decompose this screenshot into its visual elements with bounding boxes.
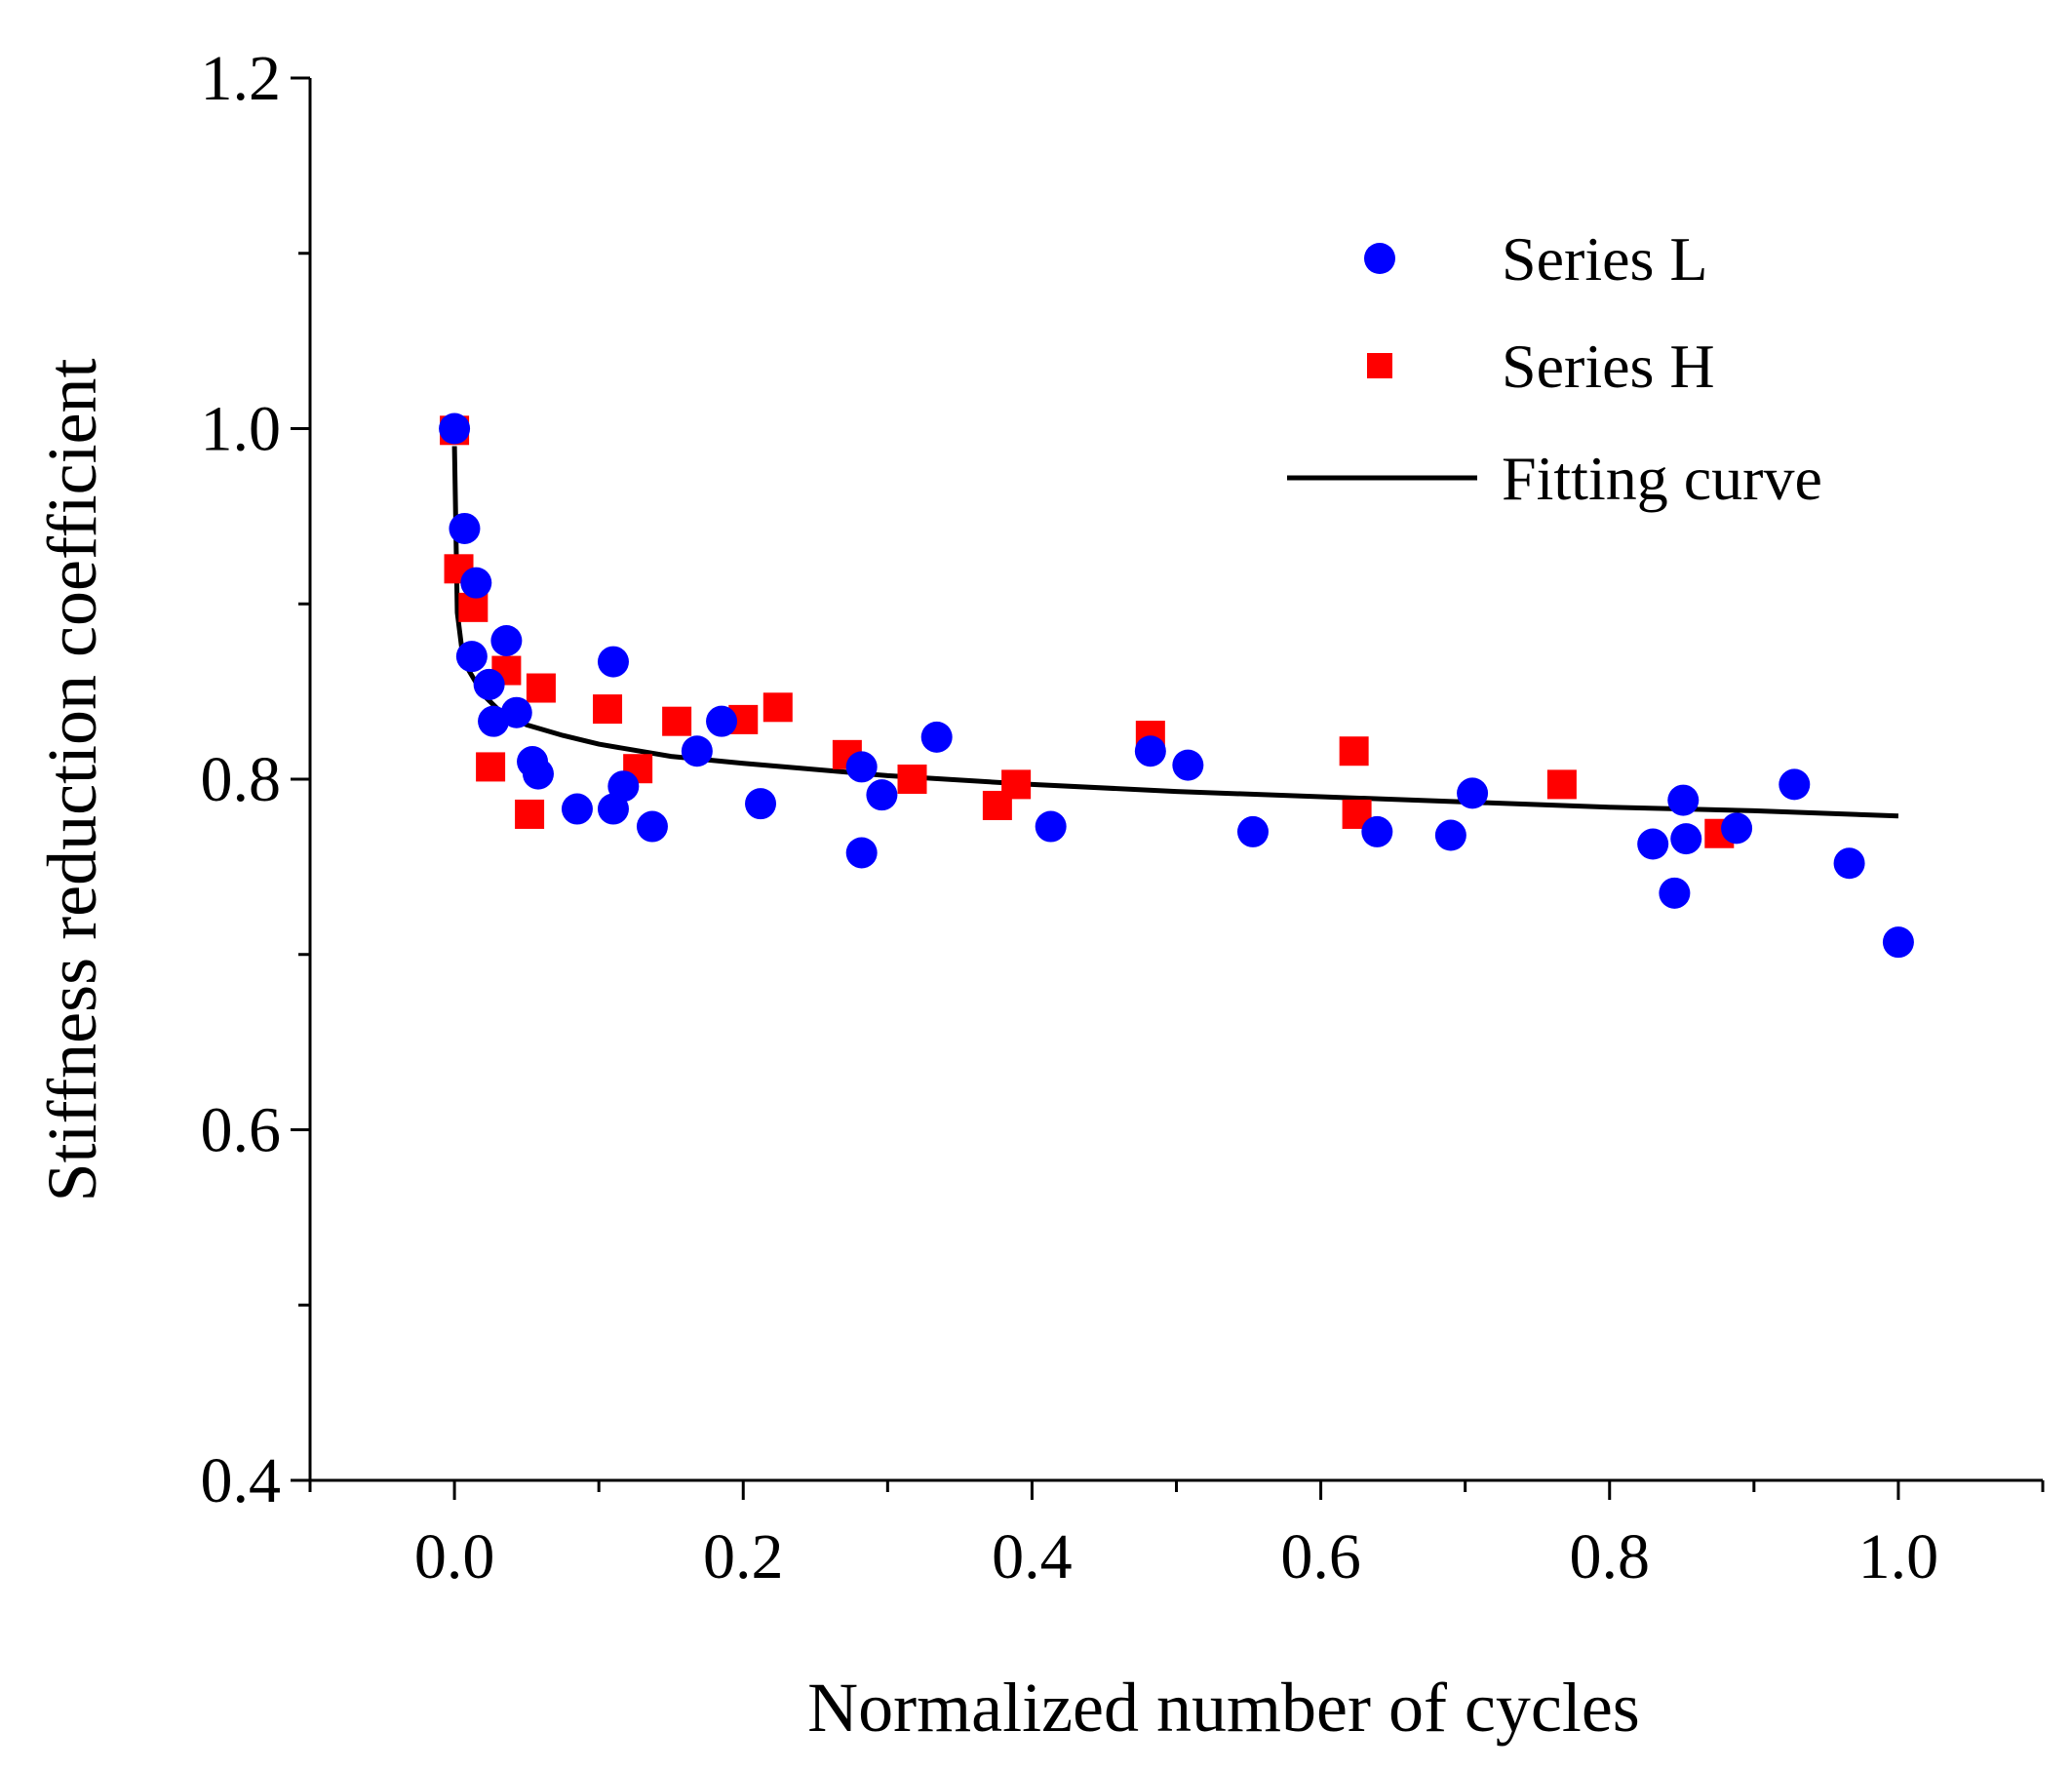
series-l-point (449, 512, 481, 544)
legend-label: Fitting curve (1502, 444, 1822, 513)
series-l-point (500, 696, 532, 728)
y-tick-label: 1.2 (201, 43, 282, 114)
series-l-point (845, 837, 878, 869)
series-l-point (597, 646, 629, 678)
x-tick-label: 0.6 (1280, 1521, 1361, 1592)
series-l-point (1779, 768, 1811, 801)
legend-series-h-marker (1367, 353, 1392, 378)
series-l-point (607, 770, 640, 803)
series-l-point (1457, 777, 1489, 809)
series-l-point (1434, 819, 1466, 851)
series-l-point (636, 810, 668, 843)
x-tick-label: 0.8 (1570, 1521, 1651, 1592)
series-h-point (662, 706, 692, 736)
x-tick-label: 1.0 (1858, 1521, 1939, 1592)
series-l-point (845, 751, 878, 783)
series-h-point (476, 752, 506, 782)
x-tick-label: 0.0 (414, 1521, 495, 1592)
series-l-point (920, 721, 953, 753)
series-h-point (762, 692, 793, 723)
x-axis-title: Normalized number of cycles (807, 1669, 1640, 1747)
series-l-point (1882, 926, 1914, 959)
series-l-point (1637, 828, 1669, 860)
series-l-point (1035, 810, 1067, 843)
series-l-point (490, 624, 523, 656)
series-h-point (897, 765, 927, 794)
x-tick-label: 0.2 (703, 1521, 784, 1592)
series-h-point (1001, 769, 1032, 800)
series-l-point (1721, 812, 1753, 845)
series-h-point (526, 673, 556, 703)
legend-label: Series H (1502, 332, 1715, 401)
series-h-point (593, 694, 623, 725)
series-l-point (561, 793, 593, 825)
series-l-point (1659, 877, 1691, 909)
series-l-point (1833, 847, 1865, 880)
series-h-point (1339, 736, 1369, 767)
series-l-point (706, 705, 738, 737)
series-l-point (473, 668, 505, 700)
series-l-point (745, 788, 777, 820)
y-tick-label: 1.0 (201, 394, 282, 465)
x-tick-label: 0.4 (992, 1521, 1073, 1592)
series-l-point (1670, 823, 1702, 855)
ticks: 0.4 0.6 0.8 1.0 1.2 0.0 0.2 0.4 0.6 0.8 1.0 (201, 43, 2045, 1592)
series-l-point (455, 641, 488, 673)
series-l-point (460, 567, 492, 599)
y-tick-label: 0.8 (201, 744, 282, 815)
series-l-point (522, 758, 554, 790)
y-tick-label: 0.4 (201, 1445, 282, 1516)
y-axis-title: Stiffness reduction coefficient (33, 358, 111, 1201)
series-l-point (1667, 784, 1700, 816)
data-points-layer (439, 413, 1914, 959)
series-l-point (439, 413, 471, 445)
series-l-point (1134, 735, 1166, 767)
legend: Series L Series H Fitting curve (1287, 224, 1822, 513)
series-l-point (866, 779, 898, 811)
series-l-point (681, 735, 713, 767)
series-h-point (515, 799, 545, 829)
series-h-point (1546, 769, 1577, 800)
y-tick-label: 0.6 (201, 1095, 282, 1166)
series-l-point (1236, 815, 1269, 847)
series-l-point (1361, 815, 1393, 847)
legend-label: Series L (1502, 224, 1708, 294)
legend-series-l-marker (1364, 243, 1395, 274)
series-l-point (1172, 749, 1204, 781)
